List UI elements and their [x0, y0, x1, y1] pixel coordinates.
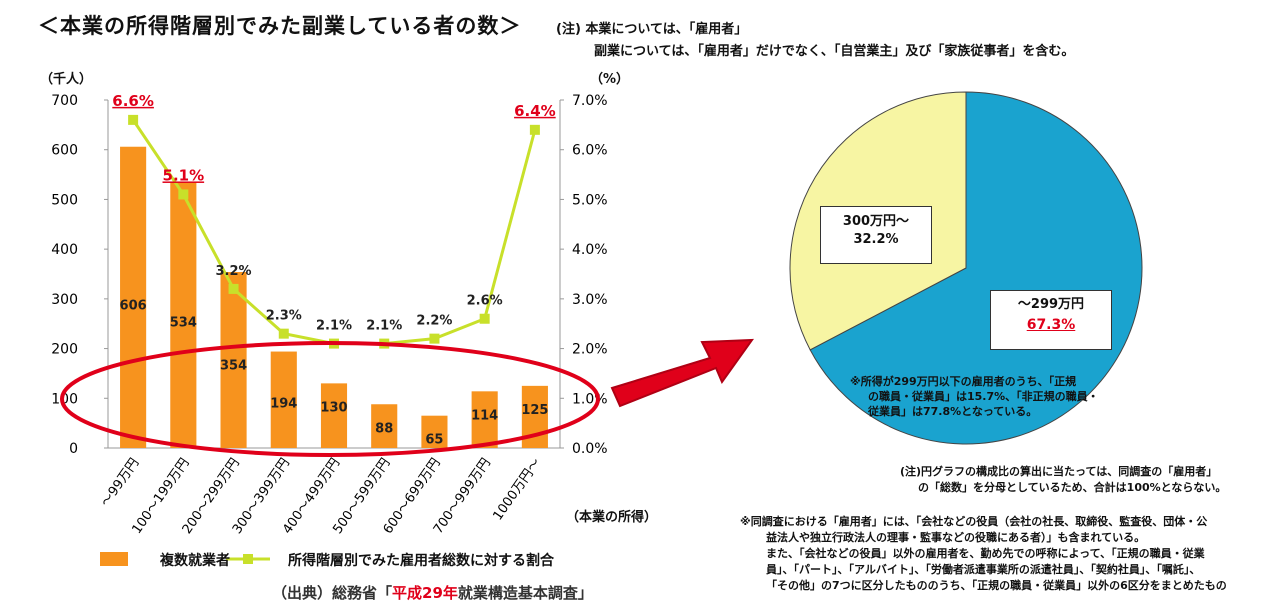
- footnote-line: 員」、「パート」、「アルバイト」、「労働者派遣事業所の派遣社員」、「契約社員」、…: [766, 563, 1201, 576]
- y-tick-label: 300: [51, 292, 78, 308]
- y2-tick-label: 6.0%: [572, 143, 608, 159]
- footnote-line: (注)円グラフの構成比の算出に当たっては、同調査の「雇用者」: [900, 465, 1218, 478]
- y2-tick-label: 1.0%: [572, 391, 608, 407]
- bar-value-label: 354: [220, 359, 247, 374]
- y-tick-label: 400: [51, 242, 78, 258]
- line-point: [178, 189, 189, 200]
- header-note-line2: 副業については、「雇用者」だけでなく、「自営業主」及び「家族従事者」を含む。: [594, 44, 1075, 59]
- y-tick-label: 700: [51, 93, 78, 109]
- y2-tick-label: 3.0%: [572, 292, 608, 308]
- pie-label-over-300-name: 300万円～: [842, 214, 910, 229]
- combo-chart: 0 100 200 300 400 500 600 700 0.0% 1.0% 2.0% 3.0% 4.…: [51, 92, 608, 566]
- y2-tick-label: 0.0%: [572, 441, 608, 457]
- bar: [421, 415, 448, 448]
- source-suffix: 就業構造基本調査」: [457, 584, 593, 602]
- pie-slice-under-299: [809, 91, 1143, 445]
- bar-value-label: 606: [120, 298, 147, 313]
- legend-bar-label: 複数就業者: [160, 553, 230, 569]
- bar-value-label: 114: [471, 408, 498, 423]
- bar: [270, 351, 297, 448]
- bar: [170, 182, 197, 449]
- y-tick-label: 200: [51, 342, 78, 358]
- legend-bar-swatch: [100, 552, 128, 566]
- line-point: [128, 114, 139, 125]
- footnote-line: の「総数」を分母としているため、合計は100%とならない。: [918, 481, 1227, 494]
- y-tick-label: 500: [51, 192, 78, 208]
- bar-value-label: 130: [320, 400, 347, 415]
- right-axis-unit: （%）: [590, 72, 630, 87]
- bar-value-label: 125: [521, 403, 548, 418]
- legend-line-marker: [243, 554, 253, 564]
- header-note-line1: (注) 本業については、「雇用者」: [556, 22, 748, 37]
- y-tick-label: 0: [69, 441, 78, 457]
- y2-tick-label: 2.0%: [572, 342, 608, 358]
- pie-label-under-299-pct: 67.3%: [1026, 317, 1076, 333]
- employee-footnote: ※同調査における「雇用者」には、「会社などの役員（会社の社長、取締役、監査役、団…: [740, 514, 1227, 594]
- bar: [120, 146, 147, 448]
- line-value-label: 2.1%: [316, 319, 352, 334]
- pie-inner-note: ※所得が299万円以下の雇用者のうち、「正規 の職員・従業員」は15.7%、「非…: [850, 374, 1099, 419]
- y-tick-label: 100: [51, 391, 78, 407]
- bar-value-label: 194: [270, 397, 297, 412]
- bar-value-label: 88: [375, 421, 393, 436]
- pie-footnote: (注)円グラフの構成比の算出に当たっては、同調査の「雇用者」 の「総数」を分母と…: [900, 464, 1226, 496]
- line-value-label: 6.6%: [112, 92, 154, 110]
- pie-label-under-299-name: ～299万円: [1017, 297, 1085, 312]
- legend-line-label: 所得階層別でみた雇用者総数に対する割合: [288, 553, 554, 569]
- bar: [320, 383, 348, 448]
- pie-label-over-300-pct: 32.2%: [853, 232, 899, 247]
- line-value-label: 2.2%: [416, 314, 452, 329]
- page-title: ＜本業の所得階層別でみた副業している者の数＞: [38, 14, 522, 38]
- line-point: [228, 283, 239, 294]
- pie-note-line: ※所得が299万円以下の雇用者のうち、「正規: [850, 375, 1077, 388]
- line-point: [479, 313, 490, 324]
- bar-value-label: 534: [170, 316, 197, 331]
- line-value-label: 2.1%: [366, 319, 402, 334]
- y2-tick-label: 5.0%: [572, 192, 608, 208]
- bar: [371, 404, 398, 448]
- source-year: 平成29年: [392, 584, 458, 602]
- pie-note-line: の職員・従業員」は15.7%、「非正規の職員・: [868, 390, 1099, 403]
- line-point: [429, 333, 440, 344]
- source-note: （出典）総務省「平成29年就業構造基本調査」: [272, 582, 593, 603]
- x-tick-label: ～99万円: [98, 456, 142, 510]
- pie-note-line: 従業員」は77.8%となっている。: [868, 405, 1038, 418]
- left-axis-unit: （千人）: [40, 72, 93, 87]
- line-value-label: 2.3%: [266, 309, 302, 324]
- footnote-line: ※同調査における「雇用者」には、「会社などの役員（会社の社長、取締役、監査役、団…: [740, 515, 1208, 528]
- x-tick-label: 1000万円～: [491, 456, 545, 524]
- footnote-line: 「その他」の7つに区分したもののうち、「正規の職員・従業員」以外の6区分をまとめ…: [766, 579, 1227, 592]
- y2-tick-label: 7.0%: [572, 93, 608, 109]
- source-prefix: （出典）総務省「: [272, 584, 393, 602]
- bar: [220, 272, 247, 448]
- arrow-icon: [610, 338, 755, 408]
- y-tick-label: 600: [51, 143, 78, 159]
- line-value-label: 2.6%: [467, 294, 503, 309]
- x-axis-unit: （本業の所得）: [566, 510, 658, 525]
- pie-label-under-299: ～299万円 67.3%: [990, 290, 1112, 350]
- line-point: [278, 328, 289, 339]
- line-value-label: 6.4%: [514, 102, 556, 120]
- y2-tick-label: 4.0%: [572, 242, 608, 258]
- footnote-line: また、「会社などの役員」以外の雇用者を、勤め先での呼称によって、「正規の職員・従…: [766, 547, 1205, 560]
- line-point: [529, 124, 540, 135]
- line-value-label: 3.2%: [216, 264, 252, 279]
- pie-label-over-300: 300万円～ 32.2%: [820, 206, 932, 264]
- line-value-label: 5.1%: [163, 166, 205, 184]
- bar-value-label: 65: [425, 433, 443, 448]
- footnote-line: 益法人や独立行政法人の理事・監事などの役職にある者）」も含まれている。: [766, 531, 1146, 544]
- highlight-ellipse: [60, 341, 600, 457]
- bar: [471, 391, 498, 448]
